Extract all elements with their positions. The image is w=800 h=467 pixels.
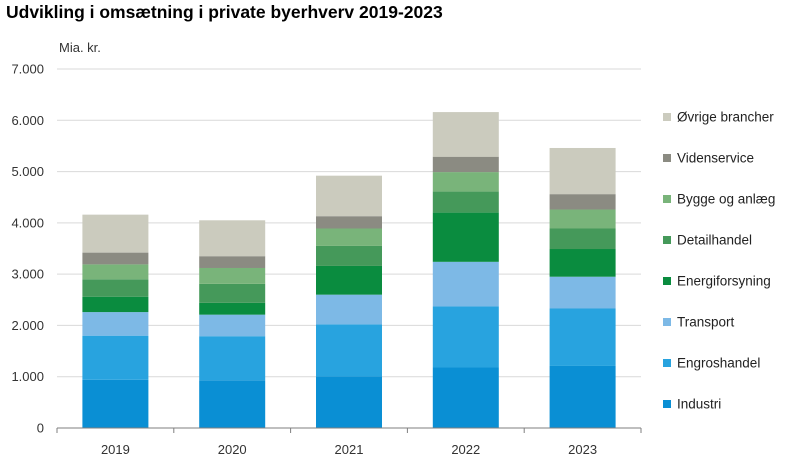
y-tick-label: 4.000 [11,215,44,230]
bar-segment [199,336,266,381]
bar-segment [316,216,382,229]
legend-swatch [663,195,671,203]
bar-segment [199,314,266,337]
legend-swatch [663,318,671,326]
legend-label: Detailhandel [677,233,752,248]
legend-label: Industri [677,397,721,412]
bar-segment [316,265,382,295]
legend-swatch [663,359,671,367]
chart-title: Udvikling i omsætning i private byerhver… [6,2,443,22]
legend-swatch [663,277,671,285]
x-tick-label: 2020 [218,442,247,457]
bar-segment [549,249,616,277]
bar-segment [199,283,266,303]
bar-segment [549,209,616,229]
bar-segment [82,252,149,265]
legend-label: Engroshandel [677,356,760,371]
legend-label: Energiforsyning [677,274,771,289]
bar-segment [316,376,382,428]
legend-swatch [663,236,671,244]
bar-segment [549,365,616,428]
legend-swatch [663,400,671,408]
bar-segment [432,306,499,368]
bar-segment [432,212,499,262]
x-tick-label: 2023 [568,442,597,457]
legend-swatch [663,154,671,162]
x-tick-label: 2021 [335,442,364,457]
bar-segment [82,279,149,297]
bar-segment [432,156,499,173]
bar-segment [316,245,382,266]
bar-segment [316,324,382,377]
axes: 0 1.000 2.000 3.000 4.000 5.000 6.000 7.000 Mia.… [11,40,642,457]
bar-segment [549,276,616,309]
bar-segment [82,264,149,280]
bar-segment [432,172,499,192]
y-tick-label: 3.000 [11,267,44,282]
bar-segment [432,191,499,213]
y-tick-label: 1.000 [11,369,44,384]
x-tick-label: 2022 [451,442,480,457]
legend-label: Videnservice [677,151,754,166]
legend-label: Bygge og anlæg [677,192,775,207]
y-tick-label: 7.000 [11,62,44,77]
bar-segment [316,228,382,246]
y-axis-unit-label: Mia. kr. [59,40,101,55]
bar-segment [199,256,266,268]
bar-segment [549,228,616,250]
bar-segment [432,261,499,307]
legend-swatch [663,113,671,121]
legend: Øvrige brancher Videnservice Bygge og anlæ… [663,110,775,412]
bar-segment [316,175,382,217]
x-tick-label: 2019 [101,442,130,457]
y-tick-label: 0 [37,421,44,436]
bar-segment [82,296,149,313]
bar-segment [432,112,499,157]
bar-segment [432,367,499,428]
y-tick-label: 2.000 [11,318,44,333]
bar-segment [82,214,149,253]
bar-segment [549,308,616,366]
bar-segment [82,335,149,380]
bar-segment [199,380,266,428]
bars [82,112,616,428]
y-tick-label: 5.000 [11,164,44,179]
bar-segment [199,220,266,257]
bar-segment [82,312,149,336]
legend-label: Transport [677,315,735,330]
bar-segment [549,147,616,195]
bar-segment [199,267,266,284]
legend-label: Øvrige brancher [677,110,774,125]
bar-segment [549,194,616,210]
y-tick-label: 6.000 [11,113,44,128]
bar-segment [316,294,382,325]
bar-segment [82,379,149,428]
bar-segment [199,302,266,315]
